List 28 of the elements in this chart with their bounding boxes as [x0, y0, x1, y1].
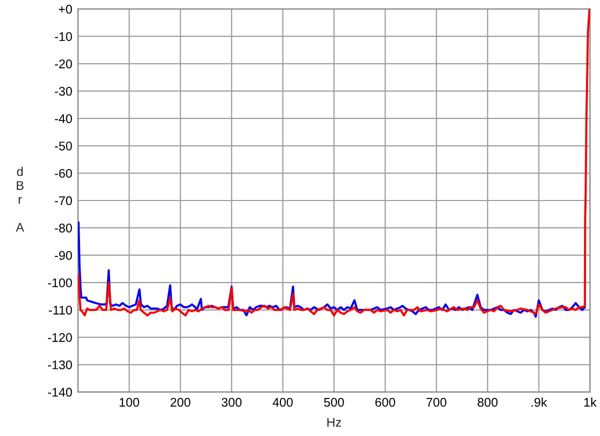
- x-tick-label: 600: [375, 398, 396, 407]
- y-tick-label: -90: [54, 251, 72, 260]
- y-tick-label: -120: [48, 333, 72, 342]
- y-tick-label: -130: [48, 360, 72, 370]
- x-tick-label: 100: [120, 398, 140, 407]
- x-axis-title: Hz: [327, 418, 342, 427]
- x-tick-label: .9k: [532, 398, 548, 407]
- x-tick-label: 700: [426, 398, 446, 407]
- y-tick-label: -10: [54, 32, 72, 42]
- x-tick-label: 800: [478, 398, 498, 407]
- x-tick-label: 200: [170, 398, 190, 407]
- y-tick-label: -70: [54, 196, 72, 206]
- x-tick-label: 1k: [584, 398, 597, 407]
- text: dBr A: [16, 166, 24, 232]
- y-tick-label: -30: [54, 86, 72, 96]
- y-tick-label: -80: [54, 224, 72, 233]
- x-tick-label: 500: [324, 398, 344, 407]
- y-tick-label: -110: [48, 306, 72, 315]
- x-tick-label: 300: [222, 398, 242, 407]
- line-series: [78, 221, 586, 318]
- y-tick-label: -50: [54, 142, 72, 150]
- y-tick-label: -100: [48, 278, 72, 288]
- x-tick-label: 400: [272, 398, 293, 407]
- y-tick-label: +0: [58, 4, 72, 14]
- y-tick-label: -140: [48, 388, 72, 397]
- y-tick-label: -40: [54, 114, 72, 124]
- y-tick-label: -20: [54, 60, 72, 68]
- y-tick-label: -60: [54, 168, 72, 178]
